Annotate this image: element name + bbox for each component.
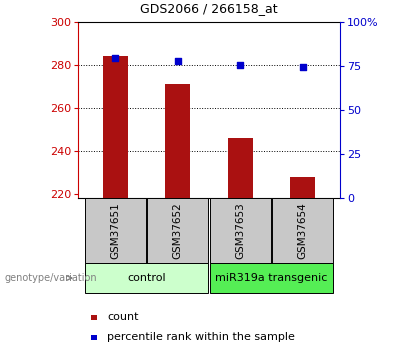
Point bbox=[299, 64, 306, 70]
Text: GSM37652: GSM37652 bbox=[173, 202, 183, 259]
Bar bbox=[91, 335, 97, 340]
Text: count: count bbox=[108, 312, 139, 322]
Text: GSM37654: GSM37654 bbox=[298, 202, 307, 259]
Bar bbox=[103, 56, 128, 198]
Point bbox=[112, 56, 119, 61]
Bar bbox=[290, 177, 315, 198]
Text: miR319a transgenic: miR319a transgenic bbox=[215, 273, 328, 283]
Text: genotype/variation: genotype/variation bbox=[4, 273, 97, 283]
Bar bbox=[165, 84, 190, 198]
Bar bbox=[228, 138, 253, 198]
Text: percentile rank within the sample: percentile rank within the sample bbox=[108, 332, 295, 342]
Bar bbox=[85, 198, 146, 263]
Bar bbox=[210, 198, 271, 263]
Text: GSM37653: GSM37653 bbox=[235, 202, 245, 259]
Bar bbox=[210, 263, 333, 293]
Bar bbox=[147, 198, 208, 263]
Bar bbox=[85, 263, 208, 293]
Bar bbox=[91, 315, 97, 320]
Text: GSM37651: GSM37651 bbox=[110, 202, 121, 259]
Text: GDS2066 / 266158_at: GDS2066 / 266158_at bbox=[140, 2, 278, 15]
Bar bbox=[272, 198, 333, 263]
Point bbox=[174, 58, 181, 63]
Point bbox=[237, 62, 244, 68]
Text: control: control bbox=[127, 273, 166, 283]
